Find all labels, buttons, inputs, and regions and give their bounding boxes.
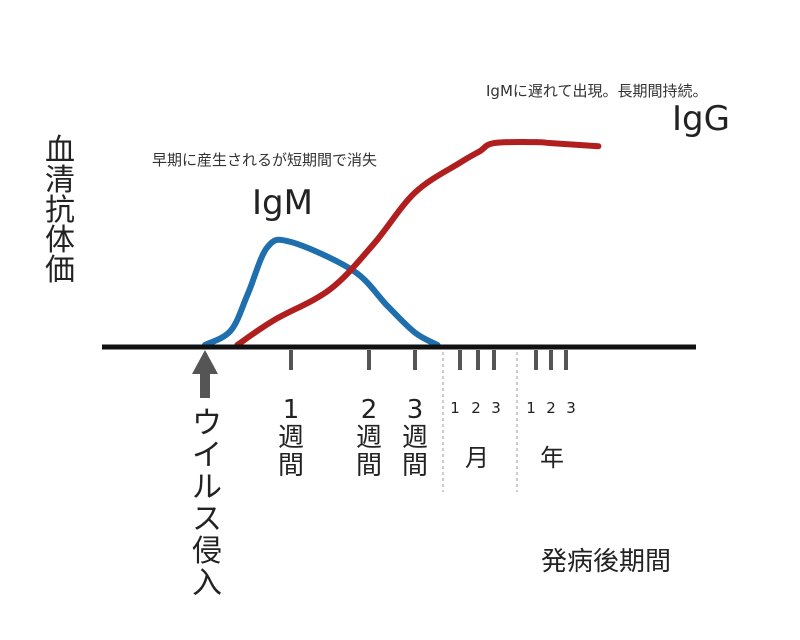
year-unit-label: 年	[540, 444, 564, 472]
month-3-number: 3	[491, 399, 501, 417]
month-1-number: 1	[450, 399, 460, 417]
year-3-number: 3	[566, 399, 576, 417]
week-tick-labels: 1 週間 2 週間 3 週間	[278, 395, 428, 481]
y-axis-label: 血清抗体価	[45, 133, 75, 288]
x-axis-ticks	[289, 350, 568, 370]
month-unit-label: 月	[465, 444, 489, 472]
igg-series-label: IgG	[672, 99, 730, 139]
week-3-unit: 週間	[402, 423, 428, 481]
y-axis-label-group: 血清抗体価	[45, 133, 75, 288]
igg-series-line	[234, 139, 602, 348]
year-2-number: 2	[546, 399, 556, 417]
igg-annotation: IgMに遅れて出現。長期間持続。	[486, 82, 707, 100]
x-axis-label: 発病後期間	[541, 547, 671, 577]
year-tick-labels: 1 2 3 年	[526, 399, 576, 472]
igm-series-label: IgM	[252, 183, 313, 223]
week-3-number: 3	[407, 395, 424, 425]
up-arrow-icon	[192, 350, 218, 398]
week-1-unit: 週間	[278, 423, 304, 481]
week-1-number: 1	[283, 395, 300, 425]
igm-annotation: 早期に産生されるが短期間で消失	[152, 151, 377, 169]
igm-series-line	[202, 236, 441, 348]
year-1-number: 1	[526, 399, 536, 417]
month-tick-labels: 1 2 3 月	[450, 399, 501, 472]
month-2-number: 2	[471, 399, 481, 417]
virus-entry-label: ウイルス侵入	[192, 406, 222, 601]
week-2-number: 2	[361, 395, 378, 425]
virus-entry-marker: ウイルス侵入	[192, 350, 222, 601]
week-2-unit: 週間	[356, 423, 382, 481]
